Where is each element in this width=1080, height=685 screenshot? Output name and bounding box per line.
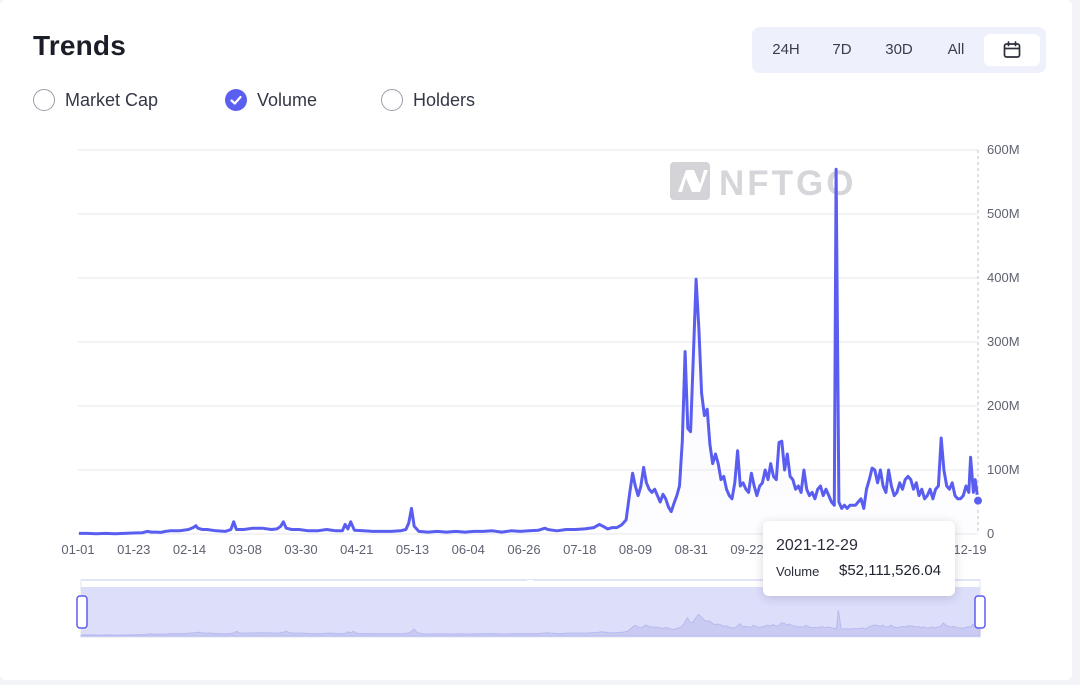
x-tick-label: 12-19 (953, 542, 986, 557)
y-tick-label: 600M (987, 142, 1020, 157)
zoom-slider[interactable] (76, 579, 986, 638)
y-tick-label: 300M (987, 334, 1020, 349)
metric-volume-option[interactable]: Volume (225, 88, 317, 112)
x-tick-label: 09-22 (730, 542, 763, 557)
x-tick-label: 02-14 (173, 542, 206, 557)
tooltip-date: 2021-12-29 (776, 537, 858, 554)
market-cap-label: Market Cap (65, 89, 159, 110)
volume-area (78, 169, 978, 534)
nftgo-logo-icon (670, 162, 710, 200)
zoom-right-handle[interactable] (974, 595, 986, 629)
y-tick-label: 0 (987, 526, 994, 541)
y-tick-label: 100M (987, 462, 1020, 477)
x-tick-label: 06-26 (507, 542, 540, 557)
x-tick-label: 08-31 (675, 542, 708, 557)
x-tick-label: 08-09 (619, 542, 652, 557)
x-tick-label: 04-21 (340, 542, 373, 557)
hover-point (972, 494, 984, 507)
chart-grid (78, 149, 979, 535)
range-30d-button[interactable]: 30D (885, 41, 913, 58)
range-all-button[interactable]: All (947, 41, 965, 58)
range-24h-button[interactable]: 24H (772, 41, 800, 58)
x-tick-label: 03-08 (229, 542, 262, 557)
metric-holders-option[interactable]: Holders (381, 88, 475, 112)
nftgo-watermark: NFTGO (670, 162, 856, 203)
time-range-selector: 24H 7D 30D All (752, 27, 1046, 73)
x-tick-label: 01-01 (61, 542, 94, 557)
x-tick-label: 05-13 (396, 542, 429, 557)
y-tick-label: 400M (987, 270, 1020, 285)
zoom-preview (79, 610, 981, 637)
check-icon (230, 95, 242, 105)
page-title: Trends (33, 30, 127, 61)
y-axis: 0 100M 200M 300M 400M 500M 600M (987, 142, 1020, 541)
x-tick-label: 06-04 (452, 542, 485, 557)
tooltip-value: $52,111,526.04 (839, 562, 942, 579)
x-tick-label: 07-18 (563, 542, 596, 557)
metric-market-cap-option[interactable]: Market Cap (33, 88, 158, 112)
y-tick-label: 200M (987, 398, 1020, 413)
market-cap-radio[interactable] (33, 89, 55, 111)
watermark-text: NFTGO (719, 164, 856, 203)
x-tick-label: 01-23 (117, 542, 150, 557)
calendar-button[interactable] (984, 34, 1040, 66)
range-7d-button[interactable]: 7D (832, 41, 852, 58)
zoom-left-handle[interactable] (76, 595, 88, 629)
holders-label: Holders (413, 89, 476, 110)
volume-label: Volume (257, 89, 318, 110)
tooltip-label: Volume (776, 564, 820, 579)
chart-tooltip: 2021-12-29 Volume $52,111,526.04 (763, 521, 955, 596)
y-tick-label: 500M (987, 206, 1020, 221)
holders-radio[interactable] (381, 89, 403, 111)
zoom-drag-bar[interactable] (527, 580, 533, 583)
x-tick-label: 03-30 (284, 542, 317, 557)
volume-radio[interactable] (225, 89, 247, 111)
volume-series-line (78, 167, 980, 536)
calendar-icon (1003, 41, 1021, 58)
